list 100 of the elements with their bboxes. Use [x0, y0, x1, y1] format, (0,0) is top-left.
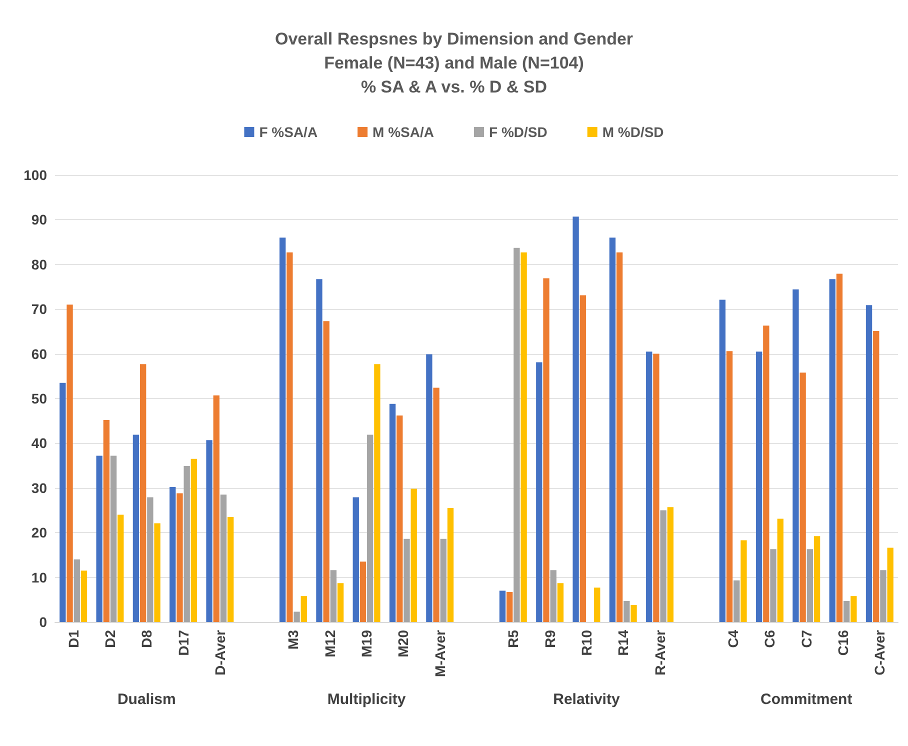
- y-tick-label: 100: [24, 167, 48, 183]
- bar: [132, 434, 140, 622]
- bar: [447, 508, 454, 622]
- bar: [184, 466, 190, 622]
- bar: [624, 600, 630, 622]
- y-tick-label: 30: [31, 480, 48, 496]
- x-tick-label: D-Aver: [212, 629, 228, 676]
- x-tick-label: M19: [358, 630, 375, 658]
- bar: [777, 518, 784, 622]
- bar: [389, 404, 396, 622]
- bar: [763, 326, 770, 622]
- y-tick-label: 80: [31, 256, 48, 272]
- bar: [719, 300, 726, 622]
- bar: [792, 289, 799, 622]
- y-tick-label: 10: [31, 569, 48, 586]
- bar: [66, 304, 73, 622]
- bar: [426, 354, 432, 622]
- text: Dualism: [117, 691, 176, 708]
- x-tick-label: M12: [322, 630, 338, 658]
- bar: [294, 612, 300, 622]
- x-tick-label: C7: [798, 630, 814, 648]
- x-tick-label: M20: [395, 630, 412, 658]
- bar: [580, 295, 586, 622]
- x-tick-label: R5: [505, 630, 522, 648]
- bar: [536, 362, 542, 622]
- bar: [770, 549, 776, 622]
- legend-label: M %SA/A: [372, 124, 434, 140]
- x-tick-label: C4: [725, 630, 742, 648]
- bar: [60, 382, 66, 622]
- bar: [653, 354, 660, 622]
- bar: [360, 562, 366, 622]
- bar: [734, 580, 740, 622]
- bar: [103, 420, 110, 622]
- bar: [609, 238, 616, 622]
- bar: [740, 540, 747, 622]
- bar: [800, 372, 806, 622]
- x-tick-label: M3: [285, 630, 302, 650]
- legend-label: F %D/SD: [489, 124, 548, 140]
- x-tick-label: C16: [835, 630, 852, 656]
- bar: [96, 456, 102, 622]
- text: Relativity: [553, 691, 620, 708]
- x-tick-label: R10: [578, 630, 594, 656]
- bar: [646, 352, 652, 622]
- x-tick-label: R-Aver: [652, 629, 668, 676]
- text: Commitment: [760, 691, 852, 708]
- bar: [433, 388, 440, 622]
- y-tick-label: 90: [31, 212, 48, 228]
- bar: [520, 252, 527, 622]
- bar: [80, 570, 88, 622]
- bar: [843, 600, 850, 622]
- bar: [154, 523, 160, 622]
- bar: [887, 548, 894, 622]
- bar: [140, 364, 146, 622]
- bar: [118, 514, 124, 622]
- bar: [367, 434, 374, 622]
- bar: [756, 352, 762, 622]
- bar: [410, 488, 417, 622]
- bar: [660, 510, 666, 622]
- bar: [506, 592, 513, 622]
- text: Multiplicity: [327, 691, 406, 708]
- bar: [396, 415, 403, 622]
- bar: [572, 216, 579, 622]
- bar: [806, 549, 814, 622]
- bar: [440, 538, 446, 622]
- x-tick-label: M-Aver: [432, 629, 448, 677]
- bar: [170, 487, 176, 622]
- x-tick-label: R14: [615, 630, 632, 656]
- y-tick-label: 0: [39, 614, 48, 630]
- y-tick-label: 60: [31, 346, 48, 362]
- bar: [279, 238, 286, 622]
- bar: [557, 583, 564, 622]
- bar: [726, 351, 733, 622]
- bar: [228, 516, 234, 622]
- bar: [74, 559, 80, 622]
- x-tick-label: D2: [102, 630, 118, 648]
- bar: [630, 605, 637, 622]
- bar: [110, 456, 117, 622]
- bar: [616, 252, 623, 622]
- y-tick-label: 40: [31, 435, 48, 452]
- bar: [330, 570, 337, 622]
- bar: [850, 596, 857, 622]
- bar: [499, 590, 506, 622]
- bar: [190, 458, 198, 622]
- bar: [220, 494, 227, 622]
- x-tick-label: D1: [65, 630, 82, 648]
- y-tick-label: 50: [31, 390, 48, 406]
- legend-label: F %SA/A: [259, 124, 318, 140]
- bar: [866, 305, 872, 622]
- bar: [594, 588, 600, 622]
- bar: [550, 570, 556, 622]
- bar: [176, 493, 183, 622]
- legend-label: M %D/SD: [602, 124, 664, 140]
- bar: [316, 279, 322, 622]
- bar: [814, 536, 820, 622]
- bar: [873, 331, 880, 622]
- y-tick-label: 20: [31, 524, 48, 541]
- bar: [514, 248, 520, 622]
- bar: [337, 583, 344, 622]
- bar: [880, 570, 886, 622]
- x-tick-label: D8: [138, 630, 155, 648]
